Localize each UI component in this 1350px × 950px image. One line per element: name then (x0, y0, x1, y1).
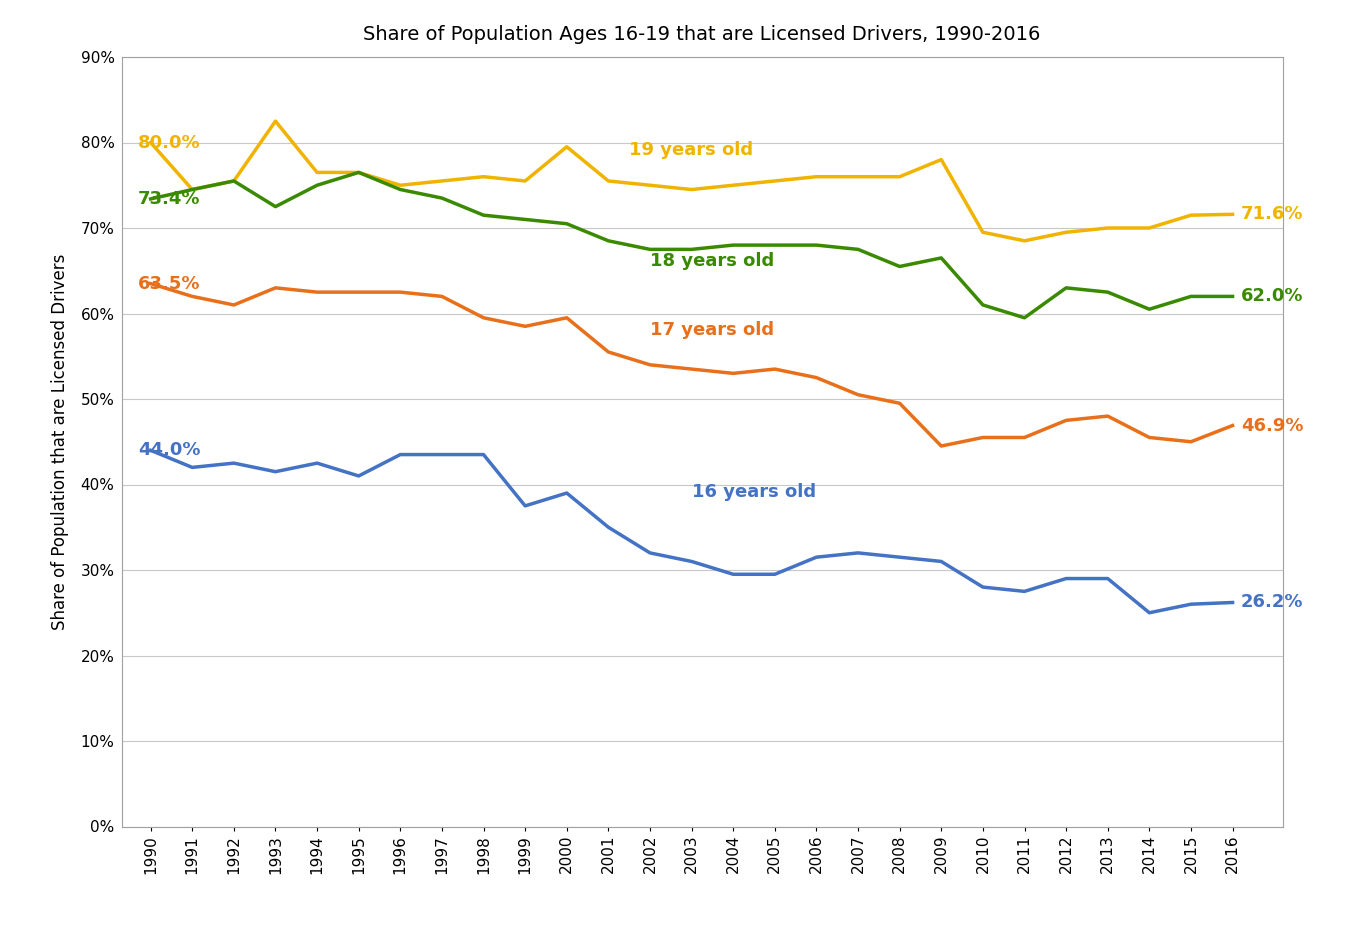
Text: 26.2%: 26.2% (1241, 594, 1303, 612)
Text: 16 years old: 16 years old (691, 484, 815, 502)
Text: 71.6%: 71.6% (1241, 205, 1303, 223)
Text: 73.4%: 73.4% (138, 190, 201, 208)
Text: 17 years old: 17 years old (649, 321, 774, 339)
Text: 18 years old: 18 years old (649, 253, 775, 271)
Y-axis label: Share of Population that are Licensed Drivers: Share of Population that are Licensed Dr… (51, 254, 69, 630)
Title: Share of Population Ages 16-19 that are Licensed Drivers, 1990-2016: Share of Population Ages 16-19 that are … (363, 26, 1041, 45)
Text: 44.0%: 44.0% (138, 442, 201, 459)
Text: 80.0%: 80.0% (138, 134, 201, 151)
Text: 19 years old: 19 years old (629, 142, 753, 160)
Text: 46.9%: 46.9% (1241, 416, 1303, 434)
Text: 63.5%: 63.5% (138, 275, 201, 293)
Text: 62.0%: 62.0% (1241, 288, 1303, 305)
